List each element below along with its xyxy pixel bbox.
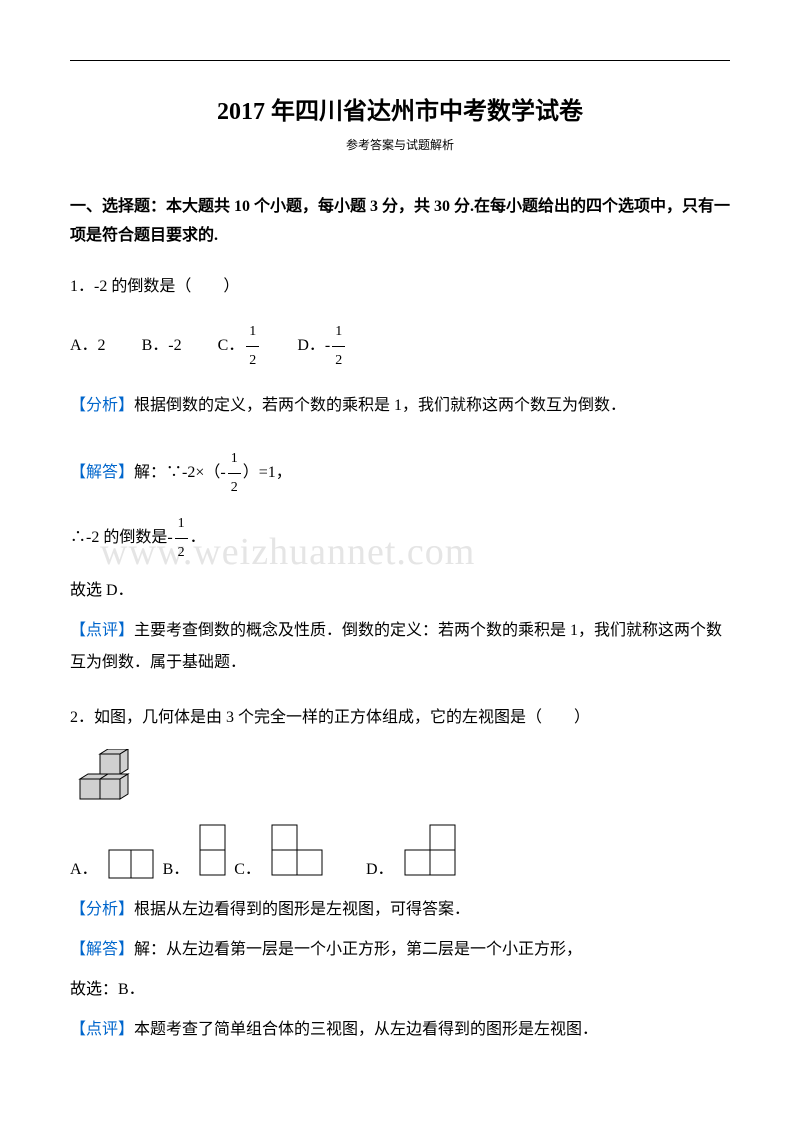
q2-review: 【点评】本题考查了简单组合体的三视图，从左边看得到的图形是左视图． <box>70 1014 730 1046</box>
option-b-icon <box>199 824 229 879</box>
q1-analysis: 【分析】根据倒数的定义，若两个数的乘积是 1，我们就称这两个数互为倒数． <box>70 390 730 422</box>
answer-label: 【解答】 <box>70 464 134 481</box>
q1-answer-line3: 故选 D． <box>70 575 730 607</box>
option-a-icon <box>108 849 158 879</box>
q2-answer-line1: 【解答】解：从左边看第一层是一个小正方形，第二层是一个小正方形， <box>70 934 730 966</box>
q1-answer-text2: ）=1， <box>243 464 292 481</box>
option-d-icon <box>404 824 464 879</box>
q1-review: 【点评】主要考查倒数的概念及性质．倒数的定义：若两个数的乘积是 1，我们就称这两… <box>70 615 730 679</box>
q1-option-d-prefix: D．- <box>297 337 330 354</box>
q1-review-body: 主要考查倒数的概念及性质．倒数的定义：若两个数的乘积是 1，我们就称这两个数互为… <box>70 622 722 671</box>
question-2-options: A． B． C． D． <box>70 824 730 879</box>
q2-option-d-label: D． <box>366 855 394 879</box>
cube-3d-figure <box>70 749 730 814</box>
fraction-half: 12 <box>175 510 188 567</box>
q1-analysis-body: 根据倒数的定义，若两个数的乘积是 1，我们就称这两个数互为倒数． <box>134 397 626 414</box>
answer-label: 【解答】 <box>70 941 134 958</box>
page-title: 2017 年四川省达州市中考数学试卷 <box>70 91 730 126</box>
fraction-half: 12 <box>332 318 345 375</box>
analysis-label: 【分析】 <box>70 397 134 414</box>
q2-option-c-label: C． <box>234 855 261 879</box>
question-1-options: A．2 B．-2 C．12 D．-12 <box>70 318 730 375</box>
question-2-text: 2．如图，几何体是由 3 个完全一样的正方体组成，它的左视图是（ ） <box>70 702 730 734</box>
q1-answer-line2: ∴-2 的倒数是-12． <box>70 510 730 567</box>
fraction-half: 12 <box>246 318 259 375</box>
q1-option-b: B．-2 <box>142 337 182 354</box>
q2-analysis: 【分析】根据从左边看得到的图形是左视图，可得答案． <box>70 894 730 926</box>
q2-review-body: 本题考查了简单组合体的三视图，从左边看得到的图形是左视图． <box>134 1021 598 1038</box>
section-header: 一、选择题：本大题共 10 个小题，每小题 3 分，共 30 分.在每小题给出的… <box>70 193 730 251</box>
analysis-label: 【分析】 <box>70 901 134 918</box>
page-subtitle: 参考答案与试题解析 <box>70 136 730 153</box>
top-divider <box>70 60 730 61</box>
question-1-text: 1．-2 的倒数是（ ） <box>70 271 730 303</box>
q2-option-b-label: B． <box>163 855 190 879</box>
q1-option-a: A．2 <box>70 337 106 354</box>
cube-icon <box>70 749 150 814</box>
review-label: 【点评】 <box>70 1021 134 1038</box>
q2-answer-line2: 故选：B． <box>70 974 730 1006</box>
q1-option-c-prefix: C． <box>218 337 245 354</box>
q2-answer-text1: 解：从左边看第一层是一个小正方形，第二层是一个小正方形， <box>134 941 582 958</box>
q1-answer-text3: ∴-2 的倒数是- <box>70 529 173 546</box>
q1-answer-text1: 解：∵-2×（- <box>134 464 226 481</box>
q2-analysis-body: 根据从左边看得到的图形是左视图，可得答案． <box>134 901 470 918</box>
review-label: 【点评】 <box>70 622 134 639</box>
q2-option-a-label: A． <box>70 855 98 879</box>
q1-answer-text4: ． <box>190 529 206 546</box>
option-c-icon <box>271 824 331 879</box>
q1-answer-line1: 【解答】解：∵-2×（-12）=1， <box>70 445 730 502</box>
fraction-half: 12 <box>228 445 241 502</box>
